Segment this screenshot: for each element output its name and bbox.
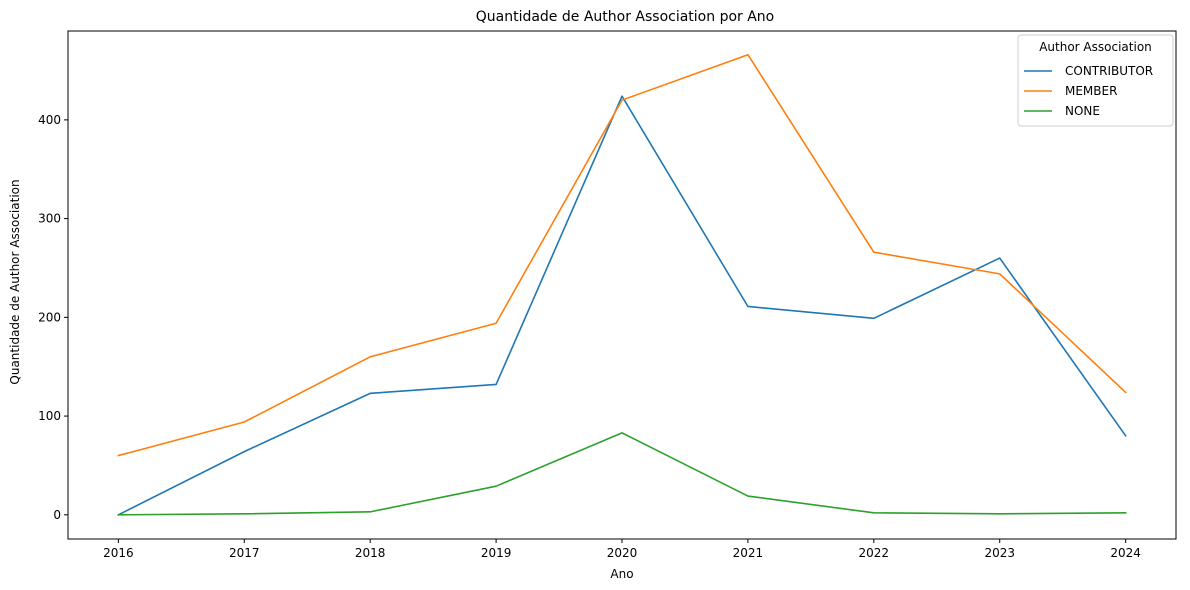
legend-box (1017, 34, 1174, 127)
series-line-none (117, 432, 1127, 516)
axes-frame (67, 30, 1177, 540)
x-tick-label: 2024 (1110, 546, 1141, 560)
x-axis-label: Ano (610, 567, 633, 581)
x-tick-label: 2018 (355, 546, 386, 560)
y-tick-label: 0 (53, 508, 61, 522)
series-line-contributor (117, 95, 1127, 516)
x-tick-label: 2016 (103, 546, 134, 560)
plot-area (67, 30, 1177, 540)
x-tick-label: 2017 (229, 546, 260, 560)
chart-title: Quantidade de Author Association por Ano (476, 9, 775, 25)
x-tick-label: 2020 (607, 546, 638, 560)
y-tick-label: 100 (38, 409, 61, 423)
x-tick-label: 2021 (733, 546, 764, 560)
x-tick-label: 2022 (859, 546, 890, 560)
series-layer (117, 53, 1127, 516)
legend-label: MEMBER (1065, 84, 1117, 98)
y-axis-label: Quantidade de Author Association (8, 179, 22, 384)
x-tick-label: 2019 (481, 546, 512, 560)
legend-entries: CONTRIBUTOR MEMBER NONE (1024, 64, 1153, 118)
y-axis: 0 100 200 300 400 (38, 113, 68, 522)
legend-label: CONTRIBUTOR (1065, 64, 1153, 78)
y-tick-label: 400 (38, 113, 61, 127)
legend: Author Association CONTRIBUTOR MEMBER NONE (1017, 34, 1174, 127)
series-line-member (117, 53, 1127, 457)
x-axis: 2016 2017 2018 2019 2020 2021 2022 2023 2024 (103, 539, 1141, 560)
legend-label: NONE (1065, 104, 1100, 118)
y-tick-label: 300 (38, 212, 61, 226)
x-tick-label: 2023 (984, 546, 1015, 560)
legend-title: Author Association (1039, 40, 1152, 54)
y-tick-label: 200 (38, 310, 61, 324)
